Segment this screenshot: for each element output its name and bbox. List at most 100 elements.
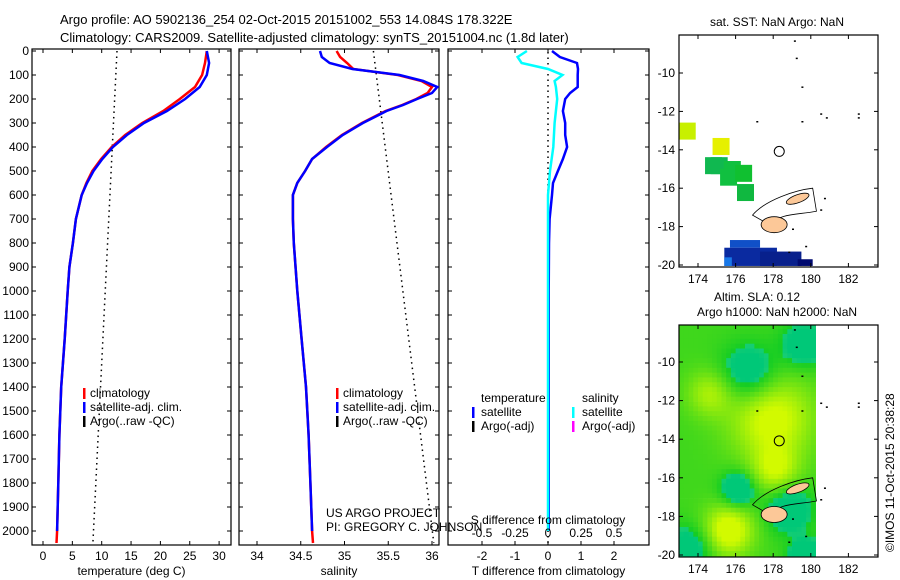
sla-cell (735, 522, 741, 528)
sla-cell (730, 425, 737, 431)
sla-cell (679, 343, 685, 349)
sla-cell (777, 440, 784, 446)
sla-cell (810, 338, 816, 344)
sla-cell (806, 338, 812, 344)
sla-cell (810, 507, 816, 513)
sla-cell (796, 478, 802, 484)
sla-cell (721, 396, 727, 402)
sla-cell (735, 377, 741, 383)
sla-cell (683, 454, 690, 460)
sla-cell (688, 498, 694, 504)
sla-cell (712, 325, 718, 330)
sla-cell (801, 493, 807, 499)
sla-cell (773, 406, 779, 412)
sla-cell (730, 512, 737, 518)
sla-cell (707, 507, 713, 513)
sla-cell (693, 449, 699, 455)
sla-cell (782, 527, 788, 533)
sla-cell (773, 396, 779, 402)
sla-cell (792, 512, 798, 518)
sla-cell (716, 536, 722, 542)
sla-cell (773, 401, 779, 407)
sla-cell (810, 517, 816, 523)
sla-cell (702, 420, 708, 427)
sla-cell (735, 531, 741, 537)
sla-cell (716, 512, 722, 518)
sla-cell (801, 473, 807, 480)
depth-tick-label: 0 (22, 44, 29, 58)
sla-cell (740, 334, 746, 340)
sla-cell (796, 425, 802, 431)
small-island (825, 117, 828, 119)
sla-cell (773, 353, 779, 359)
sla-cell (726, 536, 732, 542)
sla-cell (712, 411, 718, 417)
sla-cell (763, 536, 769, 542)
sla-cell (679, 517, 685, 523)
sla-cell (759, 454, 765, 460)
sla-cell (702, 440, 708, 446)
sla-cell (749, 454, 755, 460)
sla-cell (749, 531, 755, 537)
depth-tick-label: 100 (9, 68, 29, 82)
sla-cell (721, 507, 727, 513)
sla-cell (763, 401, 769, 407)
sla-cell (679, 536, 685, 542)
sla-cell (698, 517, 704, 523)
sla-cell (782, 406, 788, 412)
legend-label: satellite (582, 405, 623, 419)
sla-cell (759, 329, 765, 335)
sla-cell (787, 363, 793, 369)
sla-cell (777, 498, 784, 504)
sla-cell (707, 411, 713, 417)
sla-cell (693, 493, 699, 499)
sla-cell (688, 325, 694, 330)
sla-cell (683, 527, 690, 533)
sla-cell (735, 358, 741, 364)
sla-cell (801, 449, 807, 455)
sla-cell (712, 348, 718, 354)
sla-cell (688, 449, 694, 455)
sla-cell (730, 348, 737, 354)
sla-cell (749, 445, 755, 451)
small-island (756, 410, 759, 412)
sla-cell (707, 406, 713, 412)
sla-cell (707, 517, 713, 523)
sla-cell (716, 329, 722, 335)
sla-cell (722, 320, 727, 325)
sla-cell (707, 464, 713, 470)
sla-cell (707, 488, 713, 494)
sla-cell (792, 420, 798, 427)
sla-cell (768, 401, 774, 407)
sla-cell (787, 507, 793, 513)
sla-cell (810, 454, 816, 460)
sla-cell (777, 469, 784, 475)
sla-cell (689, 320, 694, 325)
sla-cell (777, 367, 784, 373)
sla-cell (726, 531, 732, 537)
sla-cell (796, 411, 802, 417)
sla-cell (730, 459, 737, 465)
sla-cell (735, 493, 741, 499)
sla-cell (792, 522, 798, 528)
sla-cell (688, 363, 694, 369)
sla-cell (754, 449, 760, 455)
sst-cell (797, 259, 813, 266)
sla-cell (745, 445, 751, 451)
sla-cell (745, 338, 751, 344)
sla-cell (782, 459, 788, 465)
sla-cell (777, 382, 784, 388)
sla-cell (782, 488, 788, 494)
sla-cell (759, 391, 765, 398)
salinity-argo-raw-line (372, 50, 435, 544)
sla-cell (787, 440, 793, 446)
sla-cell (740, 329, 746, 335)
sla-cell (740, 358, 746, 364)
sla-cell (707, 454, 713, 460)
sla-cell (796, 536, 802, 542)
salinity-x-tick-label: 35.5 (377, 549, 401, 563)
sla-cell (759, 483, 765, 489)
sla-cell (806, 329, 812, 335)
depth-tick-label: 500 (9, 164, 29, 178)
sla-cell (688, 411, 694, 417)
